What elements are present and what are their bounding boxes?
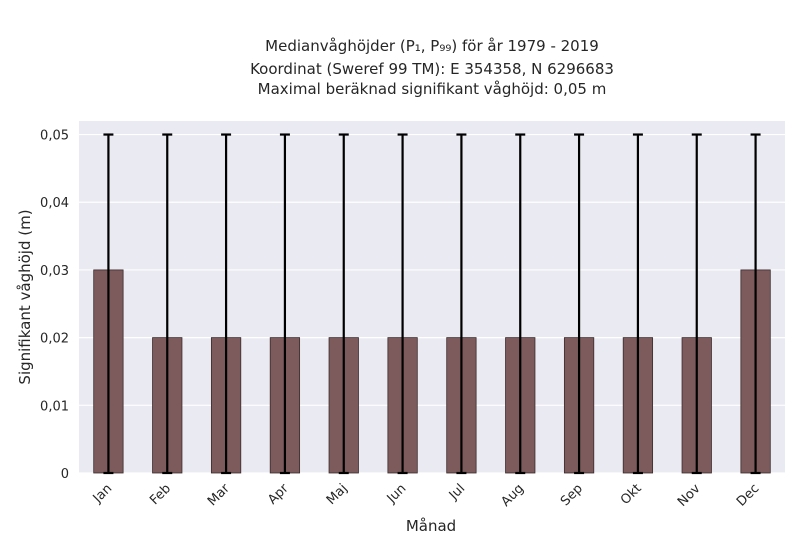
x-tick-label: Okt [618, 481, 645, 508]
x-tick-label: Nov [675, 481, 704, 510]
title-line-2: Koordinat (Sweref 99 TM): E 354358, N 62… [250, 60, 614, 78]
error-bar-nov [691, 133, 702, 475]
chart-title: Medianvåghöjder (P₁, P₉₉) för år 1979 - … [250, 37, 614, 98]
error-bar-sep [574, 133, 585, 475]
error-bars [103, 133, 761, 475]
y-tick-label: 0,03 [40, 264, 69, 279]
x-tick-label: Feb [147, 481, 174, 508]
x-tick-label: Dec [734, 481, 762, 509]
x-tick-label: Jun [384, 481, 410, 507]
x-tick-label: Mar [205, 481, 233, 509]
x-tick-label: Maj [324, 481, 351, 508]
y-axis-ticks: 0 0,01 0,02 0,03 0,04 0,05 [40, 129, 69, 482]
y-tick-label: 0,05 [40, 129, 69, 144]
y-tick-label: 0,01 [40, 399, 69, 414]
error-bar-jan [103, 133, 114, 475]
x-tick-label: Jan [90, 481, 115, 506]
error-bar-jul [456, 133, 467, 475]
y-tick-label: 0,02 [40, 332, 69, 347]
title-line-3: Maximal beräknad signifikant våghöjd: 0,… [258, 80, 607, 98]
y-tick-label: 0,04 [40, 196, 69, 211]
x-tick-label: Apr [265, 481, 292, 508]
x-tick-label: Jul [446, 481, 468, 503]
x-axis-label: Månad [406, 517, 456, 535]
x-axis-ticks: Jan Feb Mar Apr Maj Jun Jul Aug Sep Okt Nov Dec [90, 481, 763, 510]
y-axis-label: Signifikant våghöjd (m) [16, 209, 34, 384]
error-bar-feb [162, 133, 173, 475]
error-bar-aug [515, 133, 526, 475]
error-bar-mar [221, 133, 232, 475]
title-line-1: Medianvåghöjder (P₁, P₉₉) för år 1979 - … [265, 37, 599, 55]
y-tick-label: 0 [61, 467, 69, 482]
x-tick-label: Aug [499, 481, 528, 510]
x-tick-label: Sep [558, 481, 586, 509]
error-bar-okt [632, 133, 643, 475]
plot-area [79, 121, 785, 473]
error-bar-jun [397, 133, 408, 475]
grid-lines [79, 133, 785, 474]
error-bar-apr [279, 133, 290, 475]
error-bar-maj [338, 133, 349, 475]
error-bar-dec [750, 133, 761, 475]
